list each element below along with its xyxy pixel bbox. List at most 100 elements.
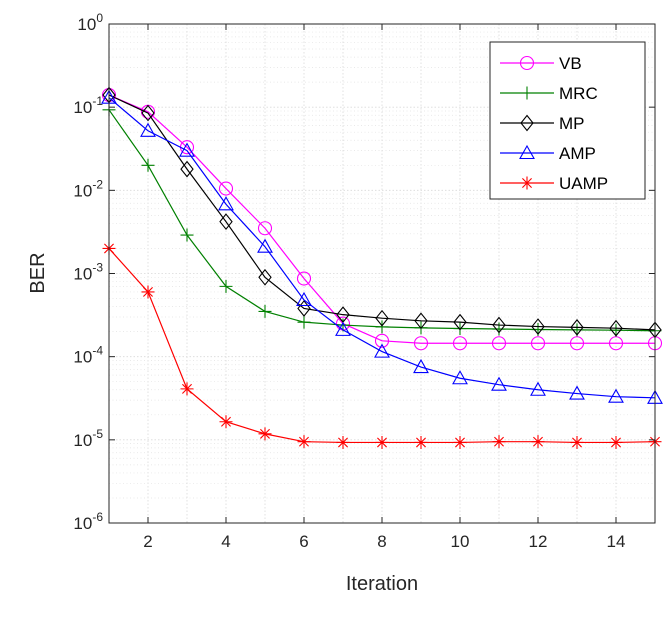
data-point-uamp (297, 435, 311, 449)
series-line-amp (108, 97, 656, 399)
data-point-mp (531, 318, 545, 335)
data-point-vb (491, 336, 507, 351)
data-point-uamp (375, 435, 389, 449)
legend-marker-uamp (520, 176, 534, 190)
data-point-mp (180, 160, 194, 178)
legend-item-mrc: MRC (500, 84, 598, 103)
data-point-vb (218, 181, 234, 196)
data-point-amp (491, 376, 507, 391)
data-point-mp (570, 318, 584, 336)
data-point-vb (452, 336, 468, 351)
x-tick-label: 12 (529, 532, 548, 551)
data-point-mp (375, 309, 389, 327)
data-point-mrc (375, 320, 389, 334)
legend-marker-vb (519, 55, 535, 71)
data-point-vb (413, 336, 429, 351)
series-mrc (102, 103, 662, 338)
legend-label-mp: MP (559, 114, 585, 133)
x-tick-label: 14 (607, 532, 626, 551)
data-point-uamp (609, 435, 623, 449)
data-point-amp (335, 321, 351, 336)
data-point-amp (296, 291, 312, 307)
y-tick-base: 10 (73, 98, 92, 117)
y-tick-label: 10-5 (73, 427, 103, 450)
y-tick-base: 10 (73, 265, 92, 284)
data-point-amp (413, 358, 429, 374)
data-point-amp (218, 196, 234, 211)
data-point-amp (257, 238, 273, 253)
legend-label-vb: VB (559, 54, 582, 73)
y-tick-exponent: -6 (92, 510, 103, 524)
x-tick-label: 6 (299, 532, 308, 551)
legend-marker-amp (519, 144, 535, 160)
data-point-mp (219, 213, 233, 231)
legend-item-uamp: UAMP (500, 174, 608, 193)
data-point-uamp (453, 435, 467, 449)
data-point-amp (179, 142, 195, 157)
x-tick-label: 8 (377, 532, 386, 551)
data-point-mrc (297, 315, 311, 329)
data-point-amp (140, 122, 156, 137)
legend-box (489, 41, 646, 200)
data-point-uamp (219, 415, 233, 429)
y-tick-label: 10-2 (73, 177, 103, 200)
data-point-uamp (180, 382, 194, 396)
data-point-mp (453, 313, 467, 331)
data-point-mrc (141, 158, 155, 172)
x-axis-label: Iteration (346, 573, 418, 595)
data-point-amp (569, 385, 585, 400)
y-tick-exponent: -1 (92, 94, 103, 108)
data-point-uamp (570, 435, 584, 449)
data-point-mp (492, 316, 506, 334)
x-tick-label: 2 (143, 532, 152, 551)
x-tick-label: 10 (451, 532, 470, 551)
y-tick-label: 10-4 (73, 344, 103, 367)
data-point-uamp (141, 285, 155, 299)
legend-marker-mp (520, 114, 534, 132)
data-point-mp (414, 312, 428, 330)
legend-marker-mrc (520, 86, 534, 100)
data-point-uamp (531, 435, 545, 449)
legend: VB MRC MP AMP UAMP (489, 41, 646, 200)
y-tick-label: 10-1 (73, 94, 103, 117)
y-tick-label: 10-3 (73, 261, 103, 284)
y-tick-label: 10-6 (73, 510, 103, 533)
legend-label-mrc: MRC (559, 84, 598, 103)
y-tick-base: 10 (77, 15, 96, 34)
y-tick-exponent: -4 (92, 344, 103, 358)
data-point-amp (530, 381, 546, 396)
legend-item-mp: MP (500, 114, 585, 133)
data-point-amp (374, 343, 390, 358)
data-point-vb (530, 336, 546, 351)
legend-label-amp: AMP (559, 144, 596, 163)
data-point-uamp (258, 427, 272, 441)
data-point-mp (258, 268, 272, 286)
data-point-vb (608, 336, 624, 351)
y-tick-exponent: 0 (96, 11, 103, 25)
series-line-vb (108, 94, 655, 344)
data-point-uamp (492, 435, 506, 449)
legend-item-amp: AMP (500, 144, 596, 163)
data-point-amp (608, 388, 624, 403)
y-tick-label: 100 (77, 11, 103, 34)
legend-label-uamp: UAMP (559, 174, 608, 193)
y-tick-base: 10 (73, 348, 92, 367)
y-tick-exponent: -2 (92, 177, 103, 191)
data-point-vb (257, 221, 273, 236)
data-point-amp (452, 370, 468, 385)
y-tick-exponent: -3 (92, 261, 103, 275)
data-point-uamp (336, 435, 350, 449)
data-point-uamp (414, 435, 428, 449)
data-point-vb (569, 336, 585, 351)
data-point-mp (141, 104, 155, 122)
data-point-vb (296, 271, 312, 286)
y-tick-exponent: -5 (92, 427, 103, 441)
data-point-vb (374, 333, 390, 348)
data-point-mp (609, 319, 623, 337)
data-point-mrc (180, 228, 194, 242)
y-tick-base: 10 (73, 514, 92, 533)
y-tick-base: 10 (73, 431, 92, 450)
y-tick-base: 10 (73, 181, 92, 200)
y-axis-label: BER (27, 252, 49, 293)
